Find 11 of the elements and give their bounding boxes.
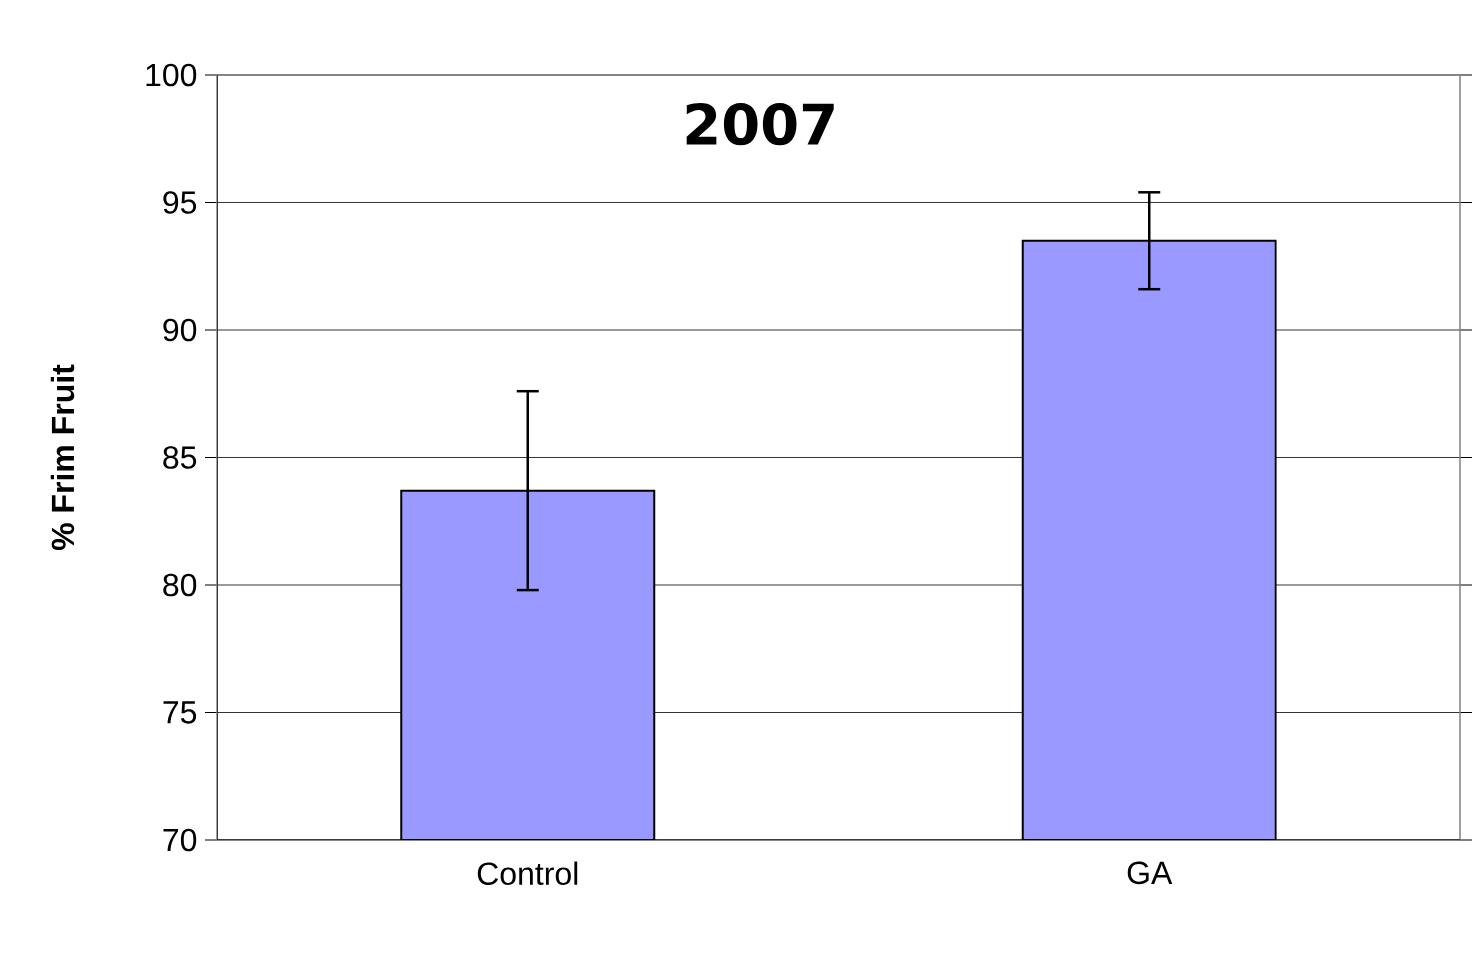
x-tick-label: Control bbox=[477, 861, 578, 886]
y-tick-label: 90 bbox=[163, 318, 197, 342]
y-tick-label: 80 bbox=[163, 573, 197, 597]
x-tick-label: GA bbox=[1127, 861, 1173, 885]
y-tick-label: 75 bbox=[163, 701, 197, 724]
y-axis-title: % Frim Fruit bbox=[50, 364, 75, 551]
chart-title: 2007 bbox=[686, 102, 834, 146]
y-tick-label: 70 bbox=[163, 828, 197, 852]
y-tick-label: 95 bbox=[163, 191, 197, 214]
y-tick-label: 100 bbox=[146, 63, 197, 87]
y-tick-label: 85 bbox=[163, 446, 197, 469]
